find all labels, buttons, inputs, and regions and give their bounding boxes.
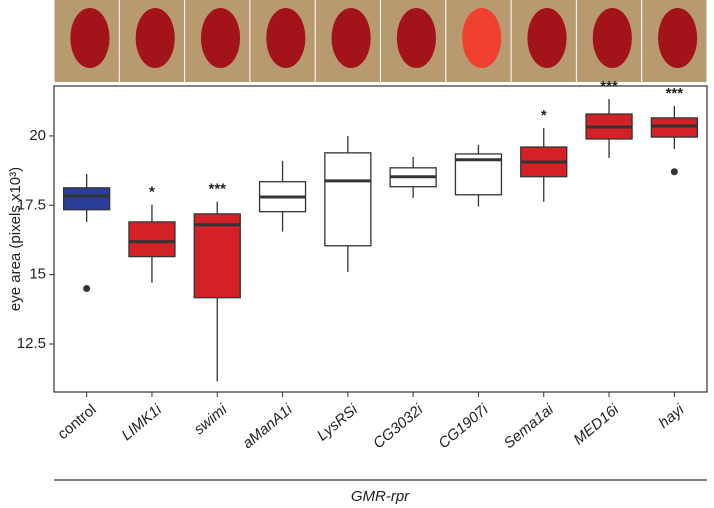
y-tick-label: 20 [29,127,46,144]
significance: *** [666,85,684,102]
eye-photo-eye [331,8,371,68]
eye-photo-eye [658,8,698,68]
significance: *** [600,78,618,95]
box [650,117,698,138]
eye-photo-eye [396,8,437,68]
significance: * [149,184,155,201]
box [63,187,111,211]
eye-photo-eye [462,8,502,68]
eye-photo-eye [70,8,110,68]
x-tick-label: MED16i [570,401,622,449]
box [193,213,241,299]
x-axis-label: GMR-rpr [351,488,410,505]
significance: * [541,107,547,124]
y-axis-label: eye area (pixels x10³) [7,167,24,311]
eye-photo-eye [527,8,567,68]
y-tick-label: 12.5 [17,335,46,352]
x-tick-label: aManA1i [239,401,296,453]
eye-photo-eye [200,8,241,68]
plot-frame [53,85,708,393]
x-tick-label: LIMK1i [118,401,165,444]
x-tick-label: LysRSi [314,401,362,445]
outlier [670,168,678,176]
y-tick-label: 17.5 [17,196,46,213]
box [324,152,372,247]
significance: *** [208,181,226,198]
x-tick-label: hayi [655,401,688,432]
x-tick-label: CG3032i [370,401,427,453]
eye-photo-eye [592,8,632,68]
x-tick-label: control [54,401,99,443]
eye-photo-eye [266,8,306,68]
x-tick-label: Sema1ai [501,401,558,453]
eye-photo-eye [135,8,175,68]
box [128,221,176,258]
outlier [83,285,91,293]
x-tick-label: CG1907i [435,401,492,453]
x-tick-label: swimi [191,401,231,439]
y-tick-label: 15 [29,266,46,283]
